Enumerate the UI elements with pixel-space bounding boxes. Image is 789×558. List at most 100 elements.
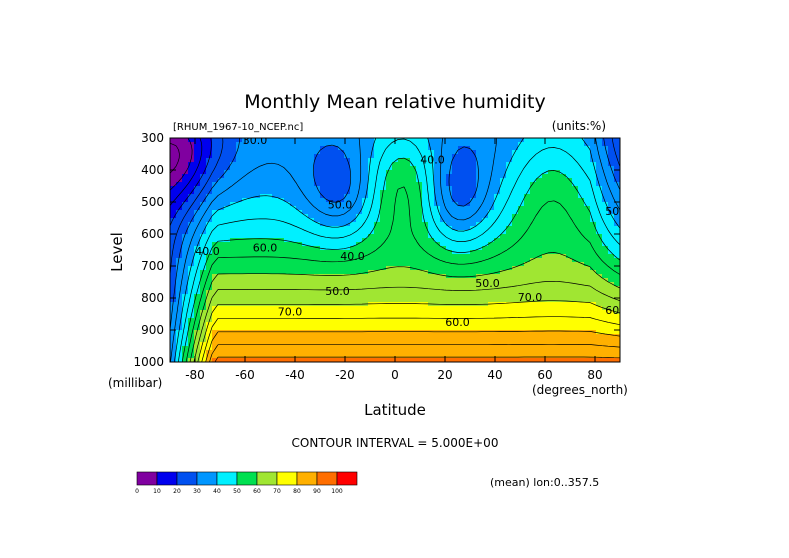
humidity-cell [224,358,231,362]
humidity-cell [236,214,243,219]
humidity-cell [374,326,381,331]
humidity-cell [386,222,393,227]
humidity-cell [326,338,333,343]
humidity-cell [584,338,591,343]
humidity-cell [548,138,555,143]
humidity-cell [296,274,303,279]
humidity-cell [434,142,441,147]
humidity-cell [344,166,351,171]
humidity-cell [476,150,483,155]
humidity-cell [194,274,201,279]
humidity-cell [566,166,573,171]
humidity-cell [188,250,195,255]
humidity-cell [590,138,597,143]
humidity-cell [458,222,465,227]
humidity-cell [218,246,225,251]
humidity-cell [602,190,609,195]
humidity-cell [338,282,345,287]
humidity-cell [542,310,549,315]
humidity-cell [278,158,285,163]
humidity-cell [392,254,399,259]
humidity-cell [404,174,411,179]
humidity-cell [170,318,177,323]
humidity-cell [560,154,567,159]
humidity-cell [494,222,501,227]
humidity-cell [422,358,429,362]
humidity-cell [212,326,219,331]
humidity-cell [206,310,213,315]
humidity-cell [356,174,363,179]
humidity-cell [380,274,387,279]
humidity-cell [476,254,483,259]
humidity-cell [524,222,531,227]
humidity-cell [314,190,321,195]
humidity-cell [356,206,363,211]
humidity-cell [392,298,399,303]
humidity-cell [404,222,411,227]
humidity-cell [494,302,501,307]
humidity-cell [398,270,405,275]
humidity-cell [356,314,363,319]
humidity-cell [476,250,483,255]
humidity-cell [494,202,501,207]
humidity-cell [266,350,273,355]
humidity-cell [290,294,297,299]
humidity-cell [410,254,417,259]
humidity-cell [362,342,369,347]
humidity-cell [458,190,465,195]
humidity-cell [272,206,279,211]
humidity-cell [332,154,339,159]
humidity-cell [272,322,279,327]
humidity-cell [428,354,435,359]
humidity-cell [596,306,603,311]
humidity-cell [320,326,327,331]
humidity-cell [290,234,297,239]
humidity-cell [446,322,453,327]
humidity-cell [380,354,387,359]
x-tick-label: -60 [235,368,255,382]
humidity-cell [224,338,231,343]
humidity-cell [224,150,231,155]
humidity-cell [572,210,579,215]
humidity-cell [554,338,561,343]
humidity-cell [572,146,579,151]
humidity-cell [422,318,429,323]
humidity-cell [596,346,603,351]
humidity-cell [506,206,513,211]
humidity-cell [458,154,465,159]
humidity-cell [350,270,357,275]
humidity-cell [554,274,561,279]
humidity-cell [380,358,387,362]
humidity-cell [380,314,387,319]
humidity-cell [254,186,261,191]
humidity-cell [380,282,387,287]
humidity-cell [494,142,501,147]
humidity-cell [224,242,231,247]
humidity-cell [320,266,327,271]
colorbar-swatch [276,471,298,486]
humidity-cell [470,278,477,283]
humidity-cell [590,234,597,239]
humidity-cell [614,246,620,251]
humidity-cell [176,282,183,287]
humidity-cell [506,170,513,175]
humidity-cell [254,314,261,319]
humidity-cell [176,194,183,199]
humidity-cell [296,298,303,303]
humidity-cell [314,282,321,287]
humidity-cell [386,342,393,347]
humidity-cell [500,274,507,279]
humidity-cell [386,254,393,259]
humidity-cell [554,202,561,207]
humidity-cell [350,210,357,215]
humidity-cell [194,258,201,263]
humidity-cell [362,286,369,291]
humidity-cell [350,262,357,267]
chart-title: Monthly Mean relative humidity [244,91,546,113]
humidity-cell [368,170,375,175]
humidity-cell [554,138,561,143]
humidity-cell [356,258,363,263]
humidity-cell [446,298,453,303]
humidity-cell [404,234,411,239]
humidity-cell [218,338,225,343]
